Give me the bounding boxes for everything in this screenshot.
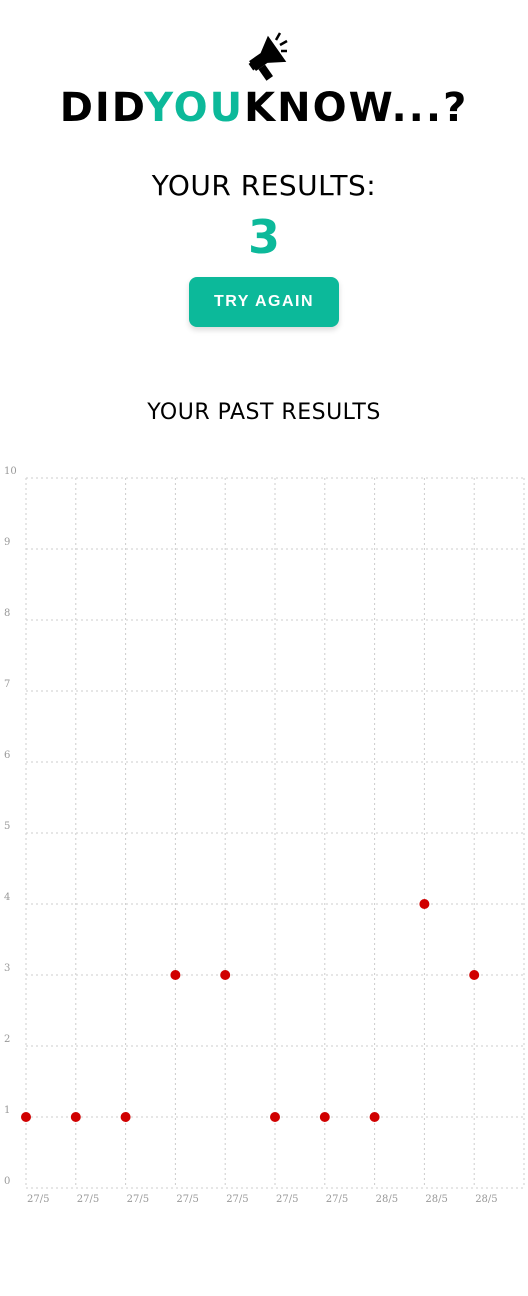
y-tick-label: 1 <box>4 1105 10 1116</box>
y-tick-label: 10 <box>4 466 17 477</box>
x-tick-label: 28/5 <box>425 1194 447 1205</box>
x-tick-label: 27/5 <box>176 1194 198 1205</box>
title-did: DID <box>59 85 145 131</box>
past-results-title: YOUR PAST RESULTS <box>147 400 381 425</box>
x-tick-label: 27/5 <box>27 1194 49 1205</box>
y-tick-label: 2 <box>4 1034 10 1045</box>
x-tick-label: 28/5 <box>475 1194 497 1205</box>
data-point <box>21 1112 31 1122</box>
past-results-chart: 0 1 2 3 4 5 6 7 8 9 10 27/5 27/5 27/5 27/5 27/5 27/5 27/5… <box>4 466 525 1205</box>
x-tick-label: 28/5 <box>376 1194 398 1205</box>
data-point <box>319 1112 330 1122</box>
data-point <box>170 970 181 980</box>
data-point <box>70 1112 81 1122</box>
data-point <box>270 1112 280 1122</box>
megaphone-icon <box>240 30 288 84</box>
x-tick-label: 27/5 <box>326 1194 348 1205</box>
data-point <box>120 1112 131 1122</box>
x-tick-label: 27/5 <box>226 1194 248 1205</box>
score-value: 3 <box>247 210 280 264</box>
y-tick-label: 6 <box>4 750 10 761</box>
data-point <box>419 899 430 909</box>
y-tick-label: 7 <box>4 679 10 690</box>
results-label: YOUR RESULTS: <box>151 169 377 202</box>
title-know: KNOW...? <box>244 85 469 131</box>
y-tick-label: 5 <box>4 821 10 832</box>
app-title: DIDYOUKNOW...? <box>0 84 528 132</box>
y-tick-label: 0 <box>4 1176 10 1187</box>
y-tick-label: 9 <box>4 537 10 548</box>
data-point <box>369 1112 380 1122</box>
x-tick-label: 27/5 <box>276 1194 298 1205</box>
logo <box>0 30 528 88</box>
data-point <box>220 970 231 980</box>
data-point <box>469 970 480 980</box>
x-tick-label: 27/5 <box>127 1194 149 1205</box>
y-tick-label: 8 <box>4 608 10 619</box>
x-tick-label: 27/5 <box>77 1194 99 1205</box>
y-tick-label: 3 <box>4 963 10 974</box>
title-you: YOU <box>144 85 245 131</box>
try-again-button[interactable]: TRY AGAIN <box>189 277 339 327</box>
y-tick-label: 4 <box>4 892 10 903</box>
